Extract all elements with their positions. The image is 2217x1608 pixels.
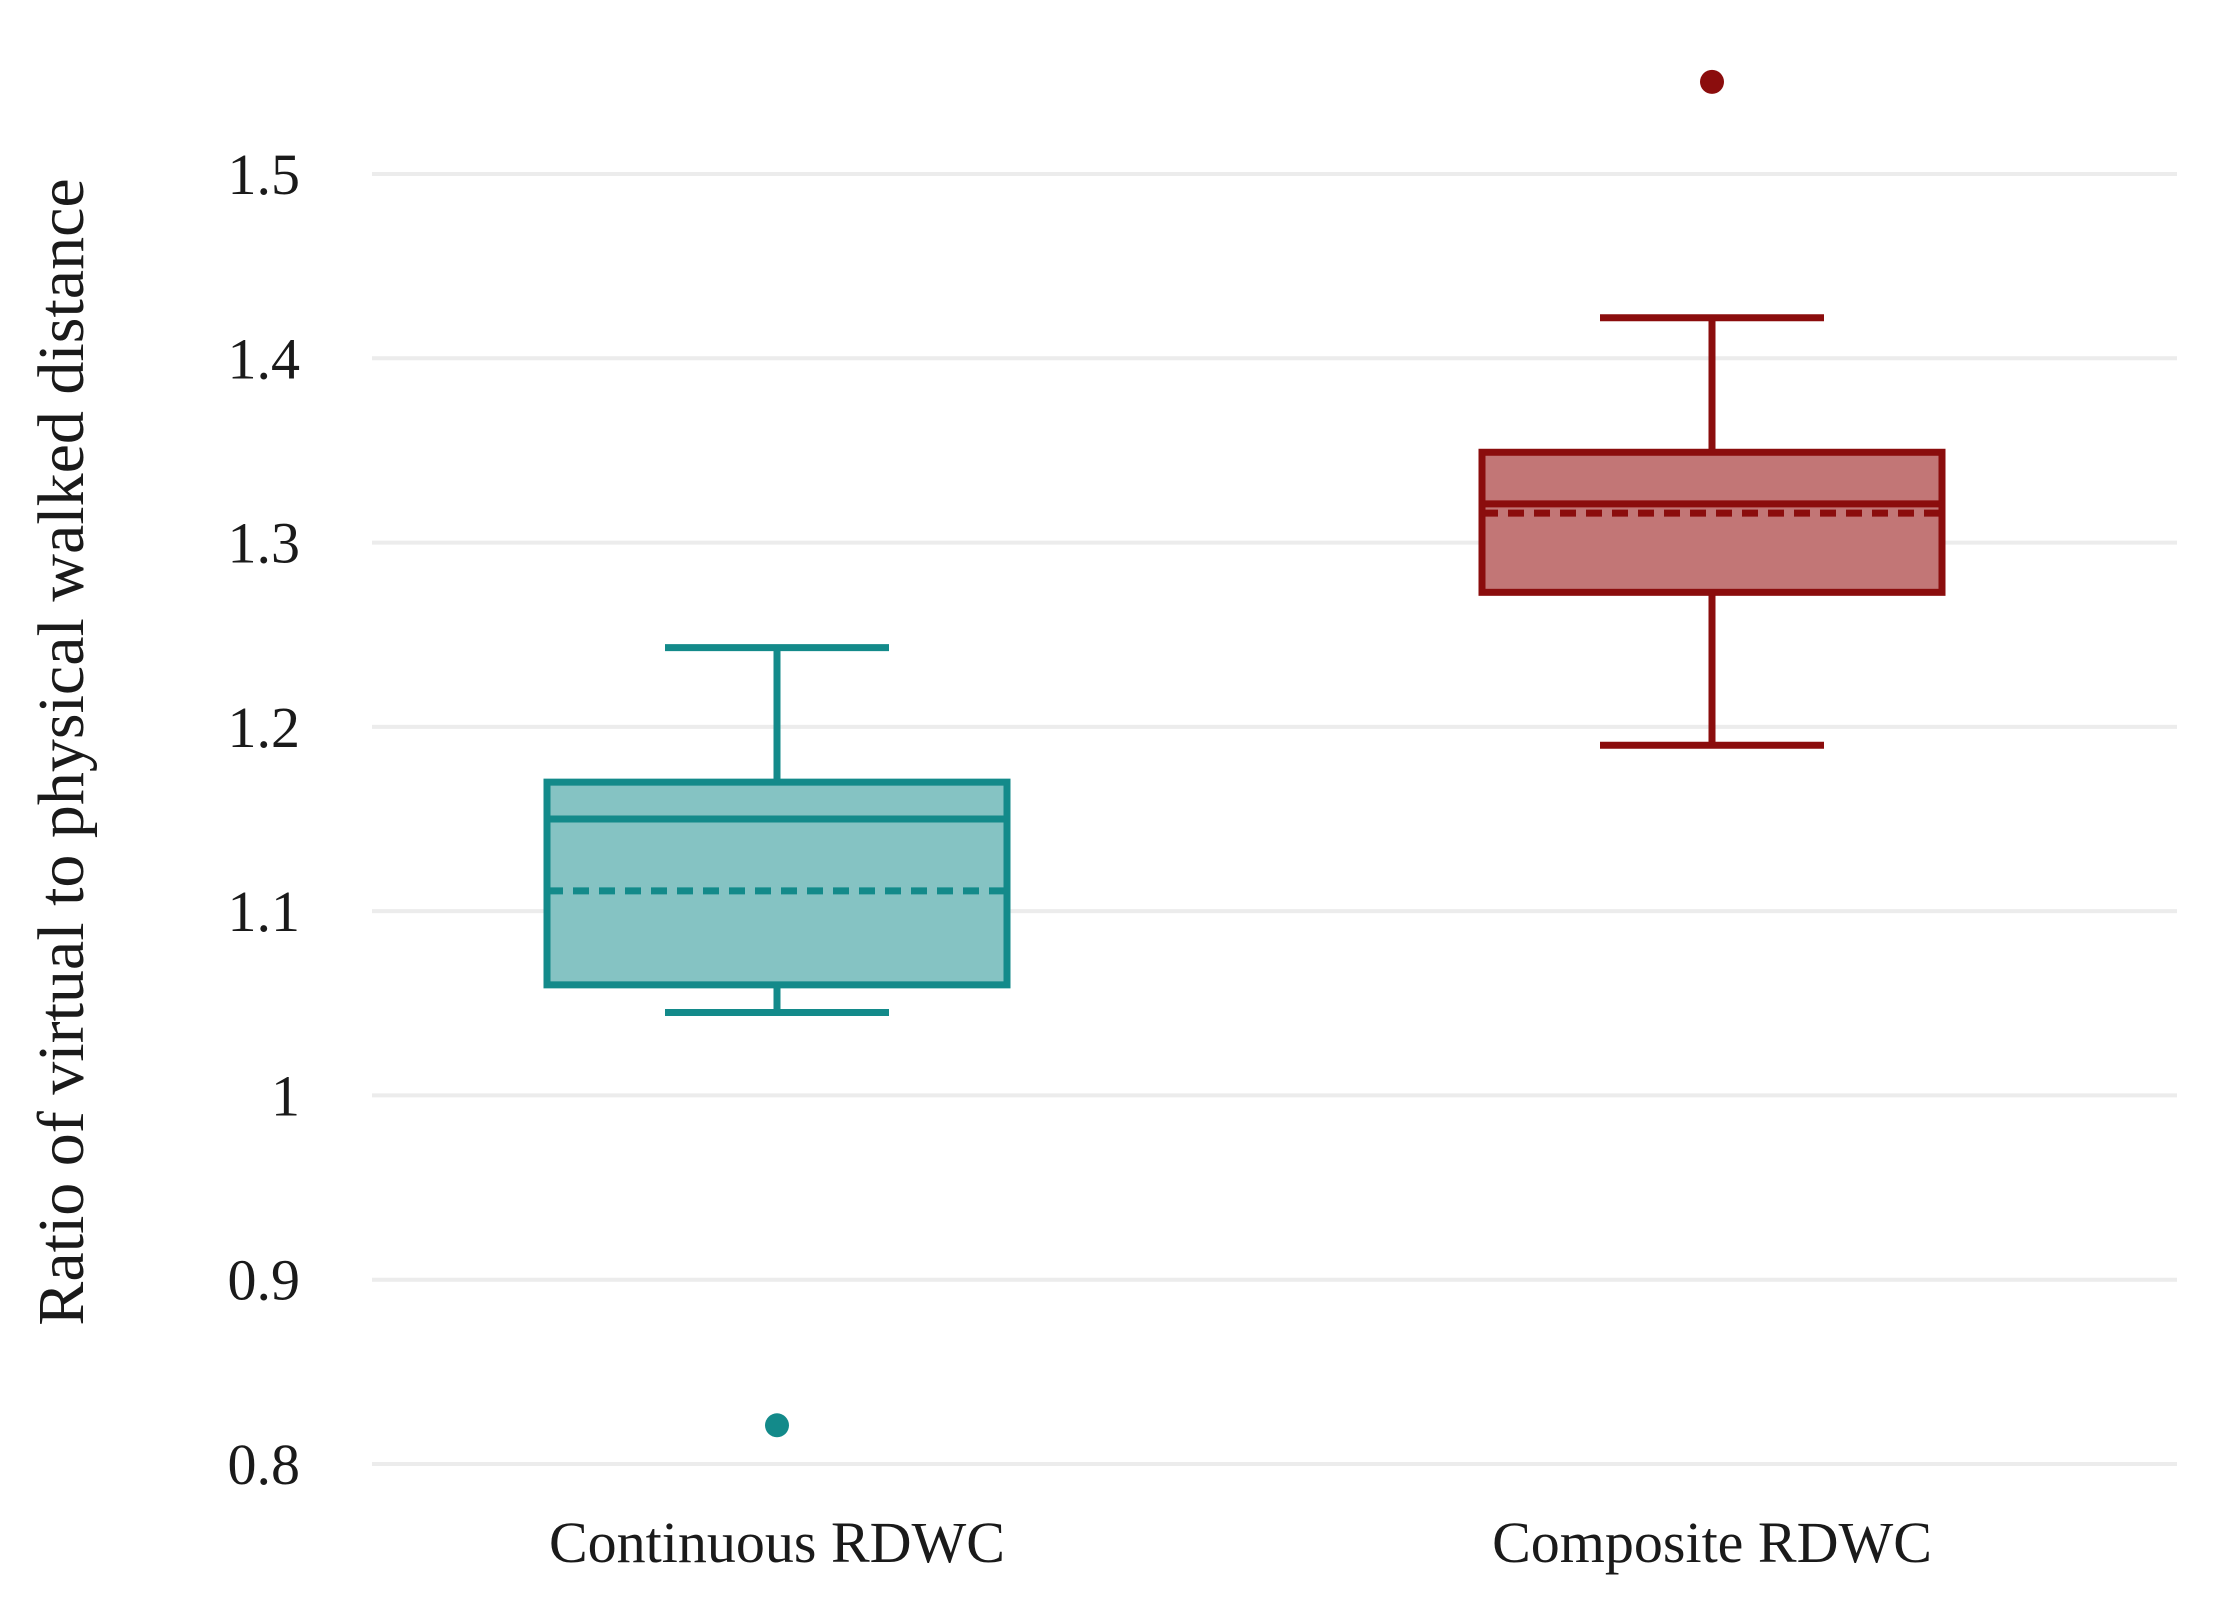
x-category-label: Continuous RDWC — [549, 1510, 1005, 1575]
y-tick-label: 1 — [271, 1063, 300, 1128]
x-axis-categories: Continuous RDWC Composite RDWC — [549, 1510, 1932, 1575]
box-2 — [1478, 69, 1946, 749]
y-tick-label: 1.2 — [228, 695, 301, 760]
y-axis-ticks: 0.8 0.9 1 1.1 1.2 1.3 1.4 1.5 — [228, 142, 301, 1497]
x-category-label: Composite RDWC — [1492, 1510, 1932, 1575]
y-tick-label: 0.9 — [228, 1248, 301, 1313]
outlier-point — [1700, 69, 1724, 94]
y-tick-label: 1.1 — [228, 879, 301, 944]
y-tick-label: 1.4 — [228, 326, 301, 391]
outlier-point — [765, 1413, 789, 1438]
box-series — [543, 69, 1946, 1438]
iqr-box — [1478, 448, 1946, 596]
y-axis-label: Ratio of virtual to physical walked dist… — [25, 178, 98, 1325]
y-tick-label: 1.3 — [228, 511, 301, 576]
y-tick-label: 1.5 — [228, 142, 301, 207]
box-1 — [543, 644, 1011, 1438]
iqr-box — [543, 778, 1011, 989]
y-tick-label: 0.8 — [228, 1432, 301, 1497]
